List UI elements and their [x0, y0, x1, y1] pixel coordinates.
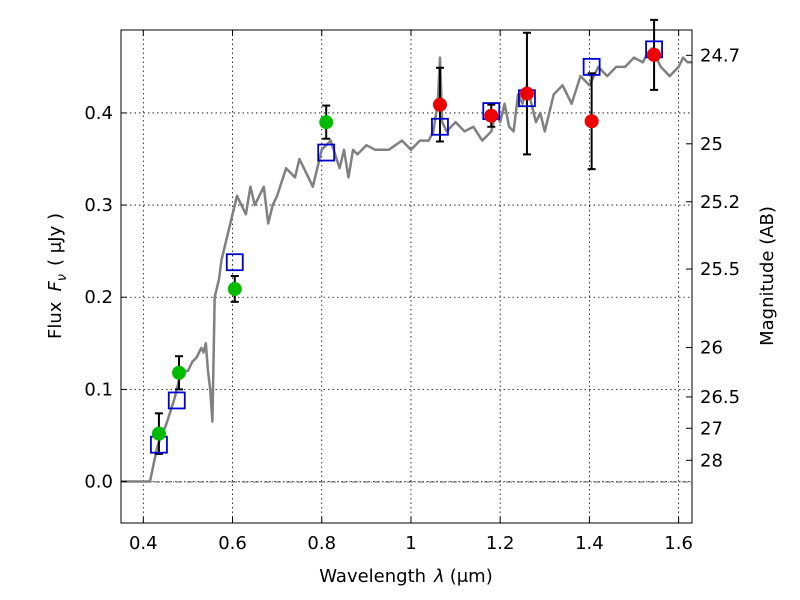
- model-photometry-markers: [150, 40, 663, 454]
- x-tick-label: 0.8: [307, 533, 336, 554]
- x-tick-label: 1.4: [575, 533, 604, 554]
- y2-axis-label: Magnitude (AB): [757, 206, 778, 346]
- model-photometry-square: [225, 253, 244, 272]
- observed-nir-point: [432, 97, 447, 112]
- model-photometry-square: [431, 117, 449, 136]
- model-photometry-square: [167, 391, 186, 410]
- axis-ticks: 0.4 0.6 0.8 1 1.2 1.4 1.6 0.0 0.1 0.2 0.3 0.4 24.7 25…: [84, 30, 740, 554]
- grid: [121, 30, 692, 523]
- y2-tick-label: 25: [700, 134, 723, 155]
- y2-tick-label: 26.5: [700, 387, 740, 408]
- observed-nir-point: [584, 114, 599, 129]
- y-tick-label: 0.4: [84, 103, 113, 124]
- y-tick-label: 0.1: [84, 379, 113, 400]
- x-tick-label: 1: [405, 533, 416, 554]
- observed-optical-point: [171, 365, 186, 380]
- y2-tick-label: 28: [700, 450, 723, 471]
- y2-tick-label: 25.2: [700, 192, 740, 213]
- y2-tick-label: 24.7: [700, 45, 740, 66]
- plot-frame: [120, 29, 693, 524]
- observed-flux-markers: [151, 47, 662, 441]
- model-photometry-square: [317, 143, 336, 162]
- template-spectrum-line: [121, 47, 692, 483]
- observed-optical-point: [227, 281, 242, 296]
- x-tick-label: 0.4: [129, 533, 158, 554]
- observed-optical-point: [319, 115, 334, 130]
- observed-optical-point: [151, 426, 166, 441]
- y-tick-label: 0.0: [84, 472, 113, 493]
- observed-nir-point: [519, 86, 534, 101]
- error-bars: [154, 18, 659, 455]
- x-axis-label: Wavelength λ (μm): [319, 566, 492, 587]
- y2-tick-label: 27: [700, 418, 723, 439]
- model-photometry-square: [582, 57, 601, 76]
- observed-nir-point: [484, 108, 499, 123]
- y-axis-label: FluxFν( μJy ): [45, 213, 70, 339]
- y-tick-label: 0.2: [84, 287, 113, 308]
- y-tick-label: 0.3: [84, 195, 113, 216]
- observed-nir-point: [647, 47, 662, 62]
- template-spectrum: [121, 47, 692, 483]
- x-tick-label: 1.6: [664, 533, 693, 554]
- x-tick-label: 0.6: [218, 533, 247, 554]
- x-tick-label: 1.2: [486, 533, 515, 554]
- y2-tick-label: 25.5: [700, 259, 740, 280]
- y2-tick-label: 26: [700, 337, 723, 358]
